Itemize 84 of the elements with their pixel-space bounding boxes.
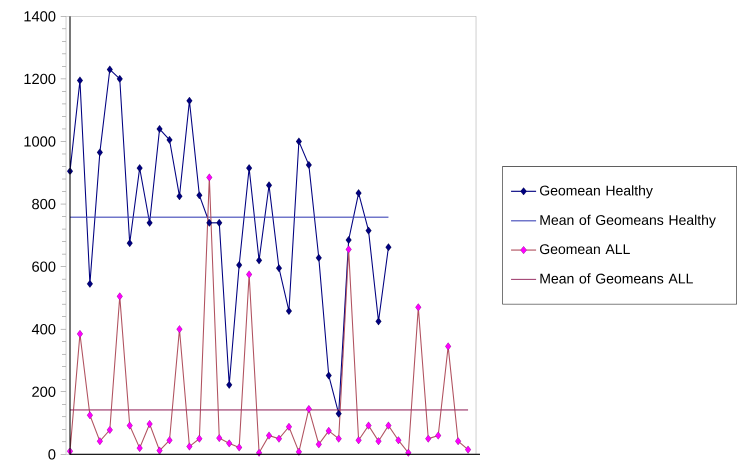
y-tick-label: 1400 — [24, 11, 56, 22]
point — [196, 191, 202, 200]
point — [246, 164, 252, 172]
y-tick-label: 0 — [48, 449, 56, 460]
point — [126, 422, 133, 430]
point — [366, 422, 372, 430]
point — [326, 426, 332, 435]
point — [356, 436, 362, 444]
point — [445, 342, 452, 350]
point — [286, 422, 292, 431]
point — [86, 411, 93, 420]
point — [415, 303, 422, 312]
point — [316, 440, 322, 448]
point — [336, 434, 342, 443]
point — [186, 442, 192, 450]
legend-label: Geomean Healthy — [540, 185, 653, 198]
point — [256, 448, 262, 457]
point — [196, 434, 202, 443]
point — [106, 66, 113, 74]
point — [116, 74, 123, 83]
point — [146, 420, 153, 428]
point — [306, 405, 312, 413]
point — [326, 372, 332, 380]
point — [156, 446, 163, 455]
point — [156, 125, 163, 133]
legend-label: Mean of Geomeans ALL — [540, 273, 693, 284]
point — [86, 280, 93, 288]
point — [116, 292, 123, 300]
point — [356, 189, 362, 198]
point — [266, 432, 272, 440]
point — [455, 437, 462, 446]
point — [306, 161, 312, 169]
point — [126, 239, 133, 248]
point — [256, 256, 262, 264]
point — [96, 148, 103, 156]
point — [236, 444, 242, 452]
point — [206, 218, 212, 227]
point — [405, 448, 412, 457]
point — [176, 325, 182, 334]
point — [465, 446, 472, 454]
point — [346, 245, 352, 254]
point — [435, 432, 442, 440]
point — [166, 436, 173, 444]
y-tick-label: 200 — [32, 386, 56, 397]
point — [276, 434, 282, 443]
point — [385, 243, 392, 252]
point — [246, 270, 252, 278]
point — [136, 444, 143, 452]
y-tick-label: 600 — [32, 261, 56, 272]
point — [375, 317, 382, 326]
point — [226, 380, 232, 389]
point — [276, 264, 282, 272]
point — [96, 437, 103, 446]
point — [316, 254, 322, 262]
point — [296, 138, 302, 146]
y-tick-label: 400 — [32, 324, 56, 334]
point — [76, 76, 83, 84]
y-tick-label: 1200 — [24, 74, 56, 84]
point — [216, 218, 222, 227]
point — [425, 434, 432, 443]
point — [336, 410, 342, 418]
point — [146, 218, 153, 227]
point — [375, 437, 382, 446]
y-tick-label: 1000 — [24, 136, 56, 147]
point — [296, 448, 302, 456]
y-tick-label: 800 — [32, 198, 56, 210]
point — [385, 422, 392, 430]
point — [136, 164, 143, 172]
point — [395, 436, 402, 444]
point — [236, 261, 242, 269]
legend-label: Geomean ALL — [540, 244, 630, 254]
legend-label: Mean of Geomeans Healthy — [540, 214, 716, 228]
point — [226, 439, 232, 448]
point — [106, 426, 113, 434]
point — [266, 181, 272, 190]
point — [286, 307, 292, 315]
point — [176, 192, 182, 200]
point — [166, 136, 173, 144]
point — [366, 226, 372, 235]
point — [206, 174, 212, 182]
point — [216, 434, 222, 442]
point — [346, 236, 352, 244]
point — [186, 96, 192, 105]
point — [76, 330, 83, 338]
